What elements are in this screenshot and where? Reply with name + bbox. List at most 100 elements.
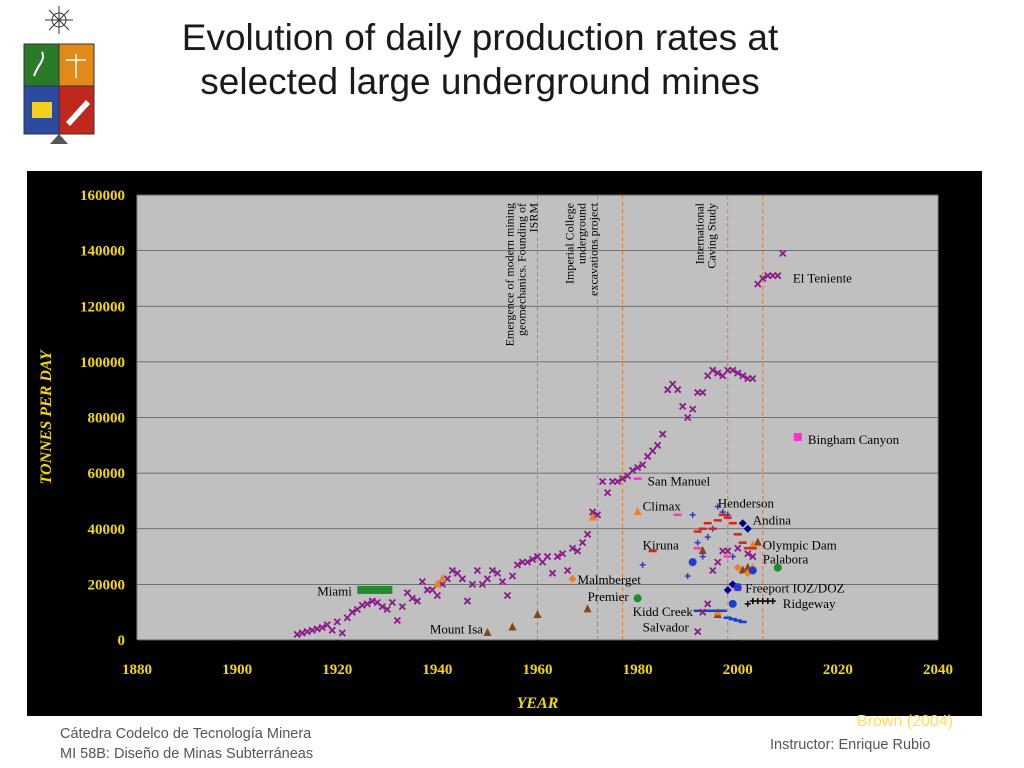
el-teniente-point	[503, 591, 512, 600]
x-tick-label: 1880	[122, 662, 152, 678]
event-label: geomechanics. Founding of	[515, 203, 529, 336]
climax-point	[633, 507, 642, 516]
el-teniente-point	[654, 441, 662, 449]
el-teniente-point	[458, 575, 467, 583]
el-teniente-point	[714, 369, 722, 377]
el-teniente-point	[578, 539, 587, 547]
event-label: ISRM	[527, 203, 541, 233]
ridgeway-point	[764, 598, 771, 605]
henderson-point	[699, 553, 706, 560]
malmberget-point	[568, 574, 577, 583]
henderson-point	[684, 573, 691, 580]
el-teniente-point	[699, 388, 707, 397]
el-teniente-point	[548, 569, 557, 577]
salvador-point	[744, 550, 752, 558]
el-teniente-point	[403, 589, 411, 597]
el-teniente-point	[343, 614, 351, 622]
el-teniente-point	[598, 477, 607, 486]
mount-isa-point	[698, 546, 707, 554]
andina-point	[743, 524, 752, 533]
el-teniente-point	[583, 530, 592, 538]
el-teniente-point	[463, 597, 472, 605]
el-teniente-point	[468, 580, 477, 589]
el-teniente-point	[618, 475, 627, 483]
el-teniente-point	[488, 566, 497, 575]
henderson-point	[639, 561, 646, 568]
el-teniente-point	[483, 575, 492, 583]
production-rate-chart: 0 20000 40000 60000 80000 100000 120000 140000 1…	[27, 171, 982, 716]
mount-isa-point	[738, 565, 747, 574]
el-teniente-point	[393, 616, 401, 625]
y-tick-label: 60000	[88, 466, 126, 482]
el-teniente-point	[633, 463, 642, 472]
el-teniente-point	[348, 608, 356, 616]
el-teniente-point	[493, 569, 502, 577]
slide-title: Evolution of daily production rates at s…	[120, 16, 840, 104]
y-tick-label: 100000	[80, 355, 125, 371]
ridgeway-point	[744, 600, 751, 607]
climax-point	[433, 579, 442, 588]
x-tick-label: 1980	[623, 662, 653, 678]
instructor-name: Instructor: Enrique Rubio	[770, 737, 931, 753]
event-label: underground	[575, 203, 589, 264]
el-teniente-point	[613, 477, 622, 486]
x-tick-label: 1960	[523, 662, 553, 678]
course-footer: Cátedra Codelco de Tecnología Minera MI …	[60, 724, 313, 764]
andina-point	[738, 519, 747, 528]
ridgeway-point	[749, 598, 756, 605]
el-teniente-point	[754, 280, 762, 288]
andina-point	[723, 585, 732, 594]
salvador-point	[714, 558, 722, 566]
title-line-2: selected large underground mines	[200, 61, 760, 102]
el-teniente-point	[538, 558, 547, 566]
el-teniente-point	[513, 561, 522, 569]
el-teniente-point	[729, 366, 737, 374]
mine-label: Bingham Canyon	[808, 432, 900, 447]
mine-label: Kidd Creek	[633, 604, 694, 619]
el-teniente-point	[649, 447, 657, 455]
palabora-point	[773, 563, 782, 572]
el-teniente-point	[623, 472, 632, 480]
x-tick-label: 1940	[422, 662, 452, 678]
y-tick-label: 160000	[80, 188, 125, 204]
salvador-point	[709, 566, 717, 575]
olympic-dam-point	[688, 558, 697, 567]
x-tick-label: 1900	[222, 662, 252, 678]
mine-label: Kiruna	[643, 537, 679, 552]
salvador-point	[699, 608, 707, 616]
olympic-dam-point	[728, 599, 737, 608]
el-teniente-point	[719, 372, 727, 380]
el-teniente-point	[659, 430, 667, 438]
event-label: Imperial College	[563, 203, 577, 284]
ridgeway-point	[759, 598, 766, 605]
x-axis-title: YEAR	[517, 695, 559, 712]
x-tick-label: 2000	[723, 662, 753, 678]
mine-label: Henderson	[718, 496, 775, 511]
mine-label: Freeport IOZ/DOZ	[745, 581, 844, 596]
el-teniente-point	[308, 626, 316, 634]
el-teniente-point	[378, 602, 386, 611]
el-teniente-point	[638, 461, 647, 469]
star-emblem	[45, 6, 73, 34]
el-teniente-point	[453, 569, 462, 577]
el-teniente-point	[368, 597, 376, 605]
henderson-point	[704, 534, 711, 541]
el-teniente-point	[433, 591, 442, 600]
henderson-point	[689, 511, 696, 518]
el-teniente-point	[408, 594, 416, 602]
el-teniente-point	[498, 577, 507, 586]
el-teniente-point	[398, 602, 406, 611]
y-tick-label: 80000	[88, 411, 126, 427]
mount-isa-point	[753, 537, 762, 546]
el-teniente-point	[684, 413, 692, 422]
el-teniente-point	[323, 621, 331, 629]
el-teniente-point	[749, 374, 757, 383]
el-teniente-point	[734, 369, 742, 377]
mine-label: Ridgeway	[783, 596, 836, 611]
chart-svg: 0 20000 40000 60000 80000 100000 120000 140000 1…	[38, 188, 953, 712]
ridgeway-point	[754, 598, 761, 605]
mount-isa-point	[483, 628, 492, 637]
mount-isa-point	[533, 609, 542, 618]
el-teniente-point	[508, 572, 517, 580]
el-teniente-point	[568, 544, 577, 552]
